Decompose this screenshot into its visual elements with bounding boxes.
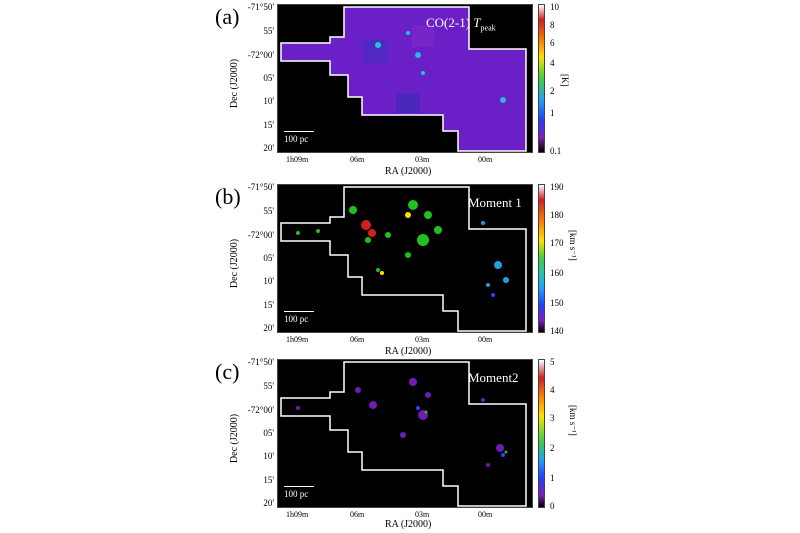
map-frame: Moment 1 100 pc [277, 184, 533, 333]
colorbar-tick: 6 [550, 38, 555, 48]
dec-tick: 55' [263, 26, 274, 36]
dec-tick: 10' [263, 276, 274, 286]
colorbar-tick: 190 [550, 182, 564, 192]
colorbar-tick: 140 [550, 326, 564, 336]
colorbar-tick: 160 [550, 268, 564, 278]
colorbar-tick: 10 [550, 2, 559, 12]
colorbar-tick: 170 [550, 238, 564, 248]
ra-tick: 03m [415, 510, 430, 519]
map-frame: CO(2-1) Tpeak 100 pc [277, 4, 533, 153]
scale-bar: 100 pc [284, 131, 314, 144]
dec-tick: -72°00' [247, 230, 274, 240]
dec-tick: 15' [263, 300, 274, 310]
colorbar-tick: 5 [550, 357, 555, 367]
ra-tick: 00m [478, 155, 493, 164]
ra-tick: 00m [478, 510, 493, 519]
dec-tick: -72°00' [247, 50, 274, 60]
map-frame: Moment2 100 pc [277, 359, 533, 508]
ra-tick: 1h09m [286, 335, 309, 344]
scale-bar: 100 pc [284, 311, 314, 324]
colorbar-tick: 150 [550, 298, 564, 308]
x-axis-title: RA (J2000) [385, 166, 432, 177]
ra-tick: 00m [478, 335, 493, 344]
ra-tick: 1h09m [286, 510, 309, 519]
panel-a: (a) Dec (J2000) -71°50' 55' -72°00' 05' … [0, 0, 800, 178]
dec-tick: 20' [263, 323, 274, 333]
ra-tick: 06m [350, 335, 365, 344]
colorbar-unit: [km s⁻¹] [568, 230, 578, 261]
x-axis-title: RA (J2000) [385, 519, 432, 530]
colorbar-unit: [km s⁻¹] [568, 405, 578, 436]
colorbar-tick: 2 [550, 86, 555, 96]
panel-label: (a) [215, 4, 240, 29]
dec-tick: -71°50' [247, 2, 274, 12]
colorbar-tick: 2 [550, 443, 555, 453]
ra-tick: 03m [415, 335, 430, 344]
colorbar-tick: 4 [550, 58, 555, 68]
dec-tick: -72°00' [247, 405, 274, 415]
panel-c: (c) Dec (J2000) -71°50' 55' -72°00' 05' … [0, 355, 800, 533]
colorbar-unit: [K] [560, 74, 570, 87]
dec-tick: -71°50' [247, 357, 274, 367]
dec-tick: 55' [263, 206, 274, 216]
panel-label: (b) [215, 184, 241, 209]
dec-tick: 10' [263, 96, 274, 106]
dec-tick: 10' [263, 451, 274, 461]
dec-tick: 05' [263, 253, 274, 263]
colorbar-tick: 4 [550, 385, 555, 395]
footprint-map [280, 186, 527, 332]
footprint-map [280, 361, 527, 507]
colorbar-tick: 1 [550, 473, 555, 483]
footprint-map [280, 6, 527, 152]
colorbar [538, 4, 545, 153]
dec-tick: 05' [263, 428, 274, 438]
colorbar-tick: 3 [550, 413, 555, 423]
map-title: Moment2 [468, 370, 519, 385]
dec-tick: 15' [263, 475, 274, 485]
colorbar-tick: 8 [550, 20, 555, 30]
ra-tick: 1h09m [286, 155, 309, 164]
dec-tick: 05' [263, 73, 274, 83]
map-title: CO(2-1) Tpeak [426, 15, 496, 33]
scale-bar: 100 pc [284, 486, 314, 499]
colorbar-tick: 0 [550, 501, 555, 511]
dec-tick: 20' [263, 498, 274, 508]
x-axis-title: RA (J2000) [385, 346, 432, 357]
colorbar-tick: 1 [550, 108, 555, 118]
colorbar [538, 184, 545, 333]
colorbar [538, 359, 545, 508]
panel-label: (c) [215, 359, 240, 384]
dec-tick: 55' [263, 381, 274, 391]
map-title: Moment 1 [468, 195, 522, 210]
panel-b: (b) Dec (J2000) -71°50' 55' -72°00' 05' … [0, 180, 800, 358]
dec-tick: -71°50' [247, 182, 274, 192]
ra-tick: 03m [415, 155, 430, 164]
ra-tick: 06m [350, 510, 365, 519]
ra-tick: 06m [350, 155, 365, 164]
dec-tick: 15' [263, 120, 274, 130]
dec-tick: 20' [263, 143, 274, 153]
colorbar-tick: 0.1 [550, 146, 562, 156]
colorbar-tick: 180 [550, 210, 564, 220]
